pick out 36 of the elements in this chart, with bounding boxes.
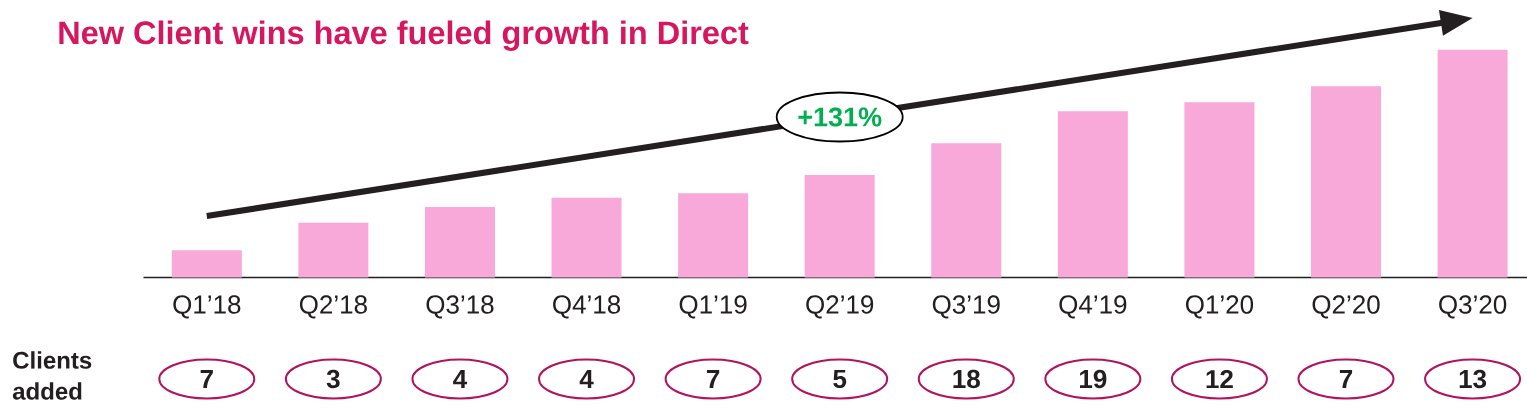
bar: [804, 175, 875, 278]
bar: [1437, 49, 1508, 278]
text: 4: [579, 370, 594, 388]
bar: [678, 193, 749, 278]
text: 12: [1206, 369, 1233, 389]
bar: [1184, 102, 1255, 278]
text: 13: [1459, 369, 1487, 389]
x-tick-label: Q3’20: [1439, 295, 1507, 319]
text: 7: [706, 370, 720, 388]
x-tick-label: Q2’19: [806, 295, 874, 319]
bar: [424, 206, 495, 278]
text: 19: [1080, 369, 1107, 389]
text: 3: [326, 369, 340, 389]
annotation: +131%: [798, 107, 882, 127]
x-tick-label: Q2’18: [299, 295, 367, 319]
x-tick-label: Q1’18: [173, 295, 241, 319]
x-tick-label: Q4’19: [1059, 295, 1127, 319]
x-tick-label: Q1’19: [679, 295, 747, 319]
bar: [931, 143, 1002, 278]
text: 4: [453, 370, 468, 388]
bar: [551, 197, 622, 278]
text: 18: [953, 369, 980, 389]
text: 7: [1339, 370, 1353, 388]
bar: [1311, 86, 1381, 278]
chart-title: New Client wins have fueled growth in Direct: [59, 20, 749, 51]
x-tick-label: Q3’18: [426, 295, 494, 319]
text: Clients added: [12, 351, 92, 400]
x-tick-label: Q4’18: [553, 295, 621, 319]
bar: [1057, 111, 1128, 278]
text: 7: [200, 370, 213, 388]
x-tick-label: Q1’20: [1185, 295, 1254, 319]
bar: [298, 222, 369, 278]
x-tick-label: Q3’19: [932, 295, 1000, 319]
text: 5: [833, 369, 847, 389]
x-tick-label: Q2’20: [1312, 295, 1380, 319]
bar: [171, 250, 242, 278]
